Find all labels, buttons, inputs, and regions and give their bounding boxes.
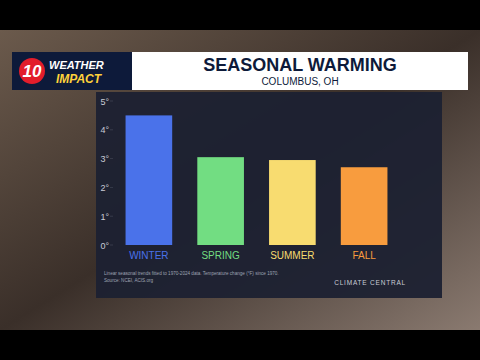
letterbox: [0, 0, 480, 360]
logo-number: 10: [23, 62, 42, 81]
logo-line2: IMPACT: [56, 72, 103, 86]
header-banner: [12, 52, 468, 90]
logo-circle: [19, 58, 45, 84]
y-tick-label: 3°: [100, 154, 109, 164]
source-note: Source: NCEI, ACIS.org: [104, 278, 153, 283]
credit: CLIMATE CENTRAL: [334, 279, 406, 286]
bars: [126, 115, 388, 245]
chart-subtitle: COLUMBUS, OH: [261, 76, 338, 87]
y-tick-label: 2°: [100, 183, 109, 193]
logo-line1: WEATHER: [49, 59, 104, 71]
category-label: SPRING: [201, 250, 240, 261]
bar: [126, 115, 173, 245]
y-tick: [110, 129, 113, 130]
y-tick: [110, 216, 113, 217]
chart-title: SEASONAL WARMING: [203, 55, 397, 75]
y-tick: [110, 101, 113, 102]
chart-root: 10 WEATHERIMPACT SEASONAL WARMINGCOLUMBUS,…: [0, 0, 480, 360]
y-tick-label: 0°: [100, 241, 109, 251]
y-tick: [110, 187, 113, 188]
chart-panel: [96, 92, 442, 298]
y-tick: [110, 158, 113, 159]
category-label: WINTER: [129, 250, 168, 261]
bar: [341, 167, 388, 245]
y-tick-label: 4°: [100, 125, 109, 135]
category-label: SUMMER: [270, 250, 314, 261]
logo-box: [12, 52, 132, 90]
y-tick-label: 1°: [100, 212, 109, 222]
y-tick: [110, 245, 113, 246]
y-tick-label: 5°: [100, 97, 109, 107]
footnote: Linear seasonal trends fitted to 1970-20…: [104, 271, 279, 276]
bar: [197, 157, 244, 245]
category-label: FALL: [352, 250, 376, 261]
background-photo: [0, 30, 480, 330]
bar: [269, 160, 316, 245]
